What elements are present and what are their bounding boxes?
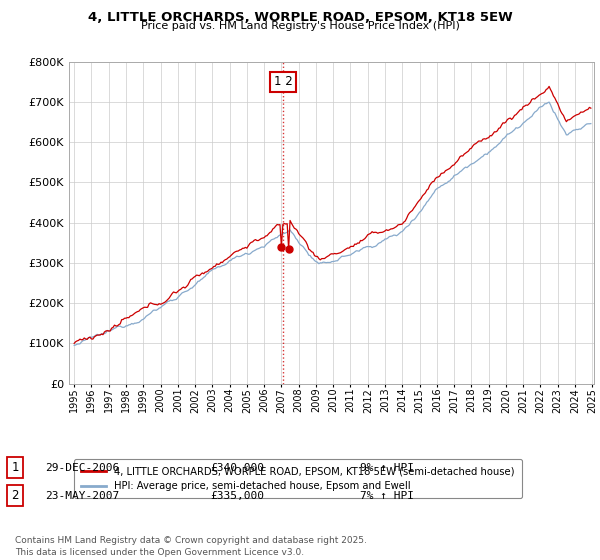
Text: Contains HM Land Registry data © Crown copyright and database right 2025.
This d: Contains HM Land Registry data © Crown c… [15, 536, 367, 557]
Text: £340,000: £340,000 [210, 463, 264, 473]
Text: 29-DEC-2006: 29-DEC-2006 [45, 463, 119, 473]
Text: £335,000: £335,000 [210, 491, 264, 501]
Text: 7% ↑ HPI: 7% ↑ HPI [360, 491, 414, 501]
Legend: 4, LITTLE ORCHARDS, WORPLE ROAD, EPSOM, KT18 5EW (semi-detached house), HPI: Ave: 4, LITTLE ORCHARDS, WORPLE ROAD, EPSOM, … [74, 459, 521, 498]
Text: 23-MAY-2007: 23-MAY-2007 [45, 491, 119, 501]
Text: 1: 1 [11, 461, 19, 474]
Text: Price paid vs. HM Land Registry's House Price Index (HPI): Price paid vs. HM Land Registry's House … [140, 21, 460, 31]
Text: 2: 2 [11, 489, 19, 502]
Text: 9% ↑ HPI: 9% ↑ HPI [360, 463, 414, 473]
Text: 1 2: 1 2 [274, 75, 293, 88]
Text: 4, LITTLE ORCHARDS, WORPLE ROAD, EPSOM, KT18 5EW: 4, LITTLE ORCHARDS, WORPLE ROAD, EPSOM, … [88, 11, 512, 24]
